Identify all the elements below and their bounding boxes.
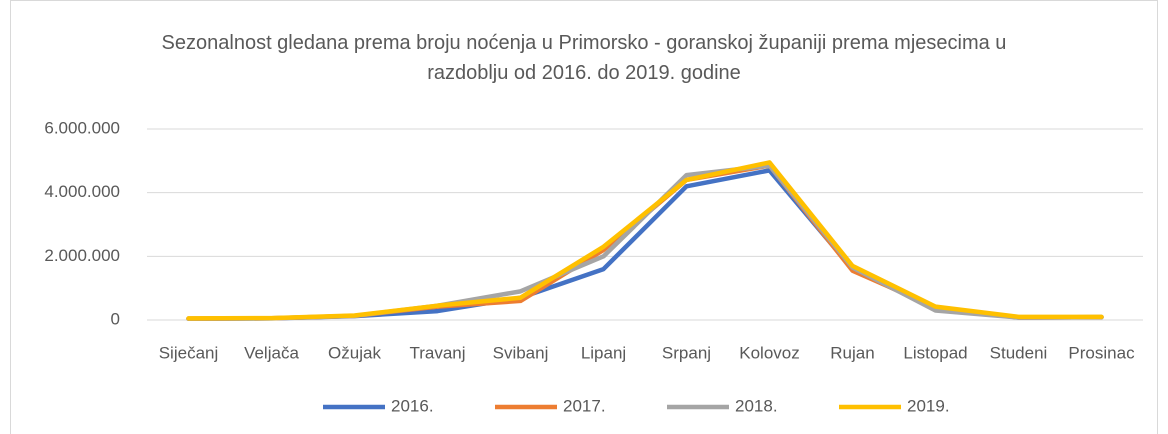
chart-border [10, 0, 1158, 434]
x-tick-label: Veljača [244, 343, 299, 362]
x-tick-label: Kolovoz [739, 343, 799, 362]
x-tick-label: Srpanj [662, 343, 711, 362]
series-line [186, 163, 1104, 321]
x-tick-label: Ožujak [328, 343, 381, 362]
x-tick-label: Listopad [903, 343, 967, 362]
legend-label: 2016. [391, 396, 434, 415]
legend-label: 2017. [563, 396, 606, 415]
x-tick-label: Rujan [830, 343, 874, 362]
x-tick-label: Lipanj [581, 343, 626, 362]
y-tick-label: 2.000.000 [44, 246, 120, 265]
legend-label: 2018. [735, 396, 778, 415]
series-line [186, 160, 1104, 321]
y-tick-label: 4.000.000 [44, 182, 120, 201]
x-tick-label: Travanj [409, 343, 465, 362]
x-tick-label: Svibanj [493, 343, 549, 362]
legend-label: 2019. [907, 396, 950, 415]
y-tick-label: 0 [111, 309, 120, 328]
x-tick-label: Siječanj [159, 343, 219, 362]
x-tick-label: Prosinac [1068, 343, 1135, 362]
y-tick-label: 6.000.000 [44, 118, 120, 137]
chart-title: Sezonalnost gledana prema broju noćenja … [161, 32, 1007, 84]
x-tick-label: Studeni [990, 343, 1048, 362]
series-line [186, 163, 1104, 321]
